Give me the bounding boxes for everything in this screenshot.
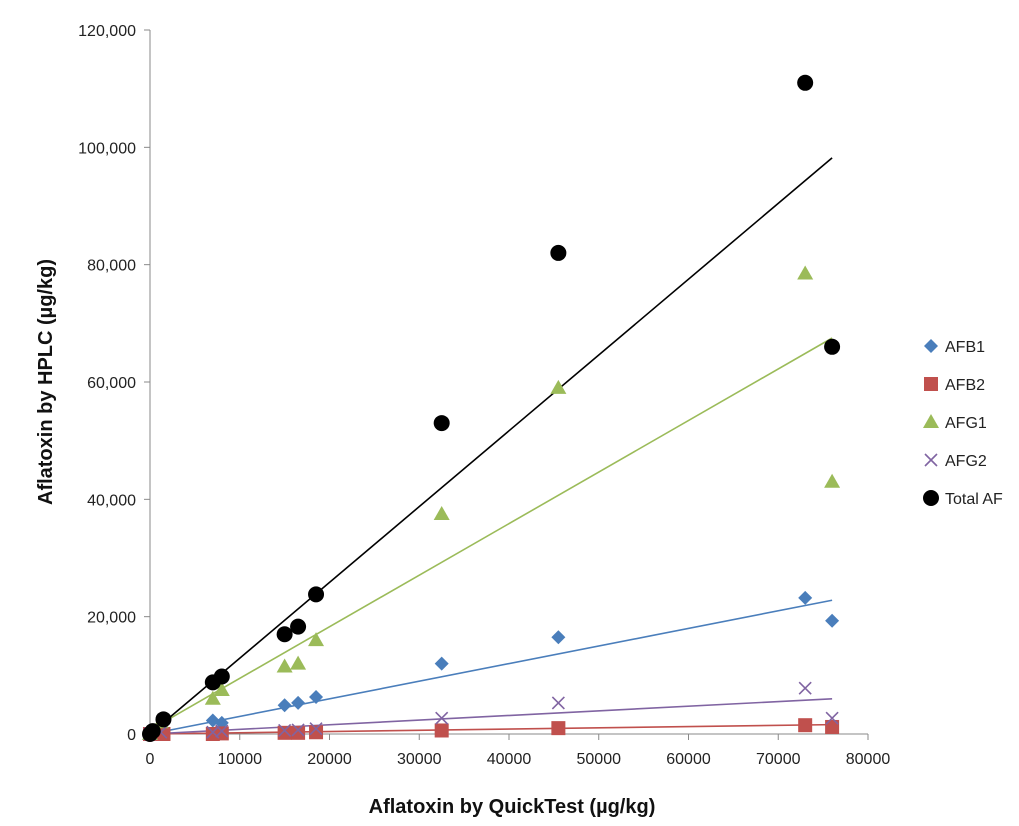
x-tick-label: 20000 xyxy=(307,751,352,768)
y-tick-label: 80,000 xyxy=(87,258,136,275)
x-tick-label: 10000 xyxy=(218,751,263,768)
legend-item-afg2: AFG2 xyxy=(924,453,987,470)
x-ticks: 0 10000 20000 30000 40000 50000 60000 70000 8000… xyxy=(146,734,891,768)
afg1-point xyxy=(433,506,450,520)
x-tick-label: 60000 xyxy=(666,751,711,768)
total-af-point xyxy=(290,618,307,635)
afb1-trendline xyxy=(149,599,833,735)
afb2-trendline xyxy=(149,723,833,735)
afg1-point xyxy=(204,690,221,705)
afg2-trendline xyxy=(149,698,833,735)
y-axis-title: Aflatoxin by HPLC (µg/kg) xyxy=(35,259,57,505)
legend-label: AFG2 xyxy=(945,453,987,470)
afg2-point xyxy=(215,724,229,738)
afg1-series xyxy=(142,265,841,740)
x-tick-label: 50000 xyxy=(577,751,622,768)
total-af-point xyxy=(155,711,172,728)
afb1-point xyxy=(309,690,324,705)
legend-marker-afg2 xyxy=(924,453,938,467)
legend: AFB1 AFB2 AFG1 AFG2 Total AF xyxy=(923,339,1003,508)
y-tick-label: 0 xyxy=(127,727,136,744)
legend-label: AFB1 xyxy=(945,339,985,356)
afb1-point xyxy=(825,613,840,628)
legend-marker-afb1 xyxy=(924,339,938,353)
afg1-point xyxy=(797,265,814,280)
axes-group: 0 10000 20000 30000 40000 50000 60000 70000 8000… xyxy=(78,23,890,768)
afg1-point xyxy=(308,632,325,647)
total-af-point xyxy=(276,626,293,643)
y-tick-label: 40,000 xyxy=(87,492,136,509)
afg1-point xyxy=(824,473,841,488)
y-ticks: 0 20,000 40,000 60,000 80,000 100,000 120,000 xyxy=(78,23,150,744)
afb2-point xyxy=(277,725,292,740)
afg2-point xyxy=(435,711,449,725)
total-af-series xyxy=(142,74,841,742)
x-tick-label: 70000 xyxy=(756,751,801,768)
x-axis-title: Aflatoxin by QuickTest (µg/kg) xyxy=(369,796,656,818)
afb2-point xyxy=(798,718,813,733)
x-tick-label: 30000 xyxy=(397,751,442,768)
afg2-point xyxy=(798,681,812,695)
total-af-point xyxy=(144,723,161,740)
y-tick-label: 100,000 xyxy=(78,140,136,157)
afg1-point xyxy=(550,379,567,394)
afb2-point xyxy=(825,719,840,734)
afb1-point xyxy=(277,698,292,713)
total-af-point xyxy=(308,586,325,603)
legend-marker-afg1 xyxy=(923,414,939,428)
afg2-point xyxy=(278,723,292,738)
afg2-point xyxy=(825,711,839,725)
total-af-point xyxy=(797,74,814,91)
afg2-point xyxy=(551,696,565,710)
y-tick-label: 20,000 xyxy=(87,610,136,627)
total-af-point xyxy=(433,415,450,432)
afg1-point xyxy=(276,658,293,673)
afb1-point xyxy=(291,695,306,710)
legend-marker-afb2 xyxy=(924,377,938,391)
y-tick-label: 60,000 xyxy=(87,375,136,392)
afb1-point xyxy=(551,630,566,645)
markers-group xyxy=(142,74,841,742)
y-tick-label: 120,000 xyxy=(78,23,136,40)
trendlines-group xyxy=(149,157,833,735)
legend-item-afb1: AFB1 xyxy=(924,339,985,356)
total-af-point xyxy=(213,668,230,685)
afg1-point xyxy=(290,655,307,670)
legend-label: AFG1 xyxy=(945,415,987,432)
legend-item-total-af: Total AF xyxy=(923,490,1003,508)
legend-label: Total AF xyxy=(945,491,1003,508)
x-tick-label: 0 xyxy=(146,751,155,768)
afg1-point xyxy=(213,682,230,696)
total-af-point xyxy=(824,338,841,355)
x-tick-label: 40000 xyxy=(487,751,532,768)
total-af-trendline xyxy=(149,157,833,735)
afg2-series xyxy=(143,681,839,741)
afb2-point xyxy=(291,725,306,740)
legend-item-afg1: AFG1 xyxy=(923,414,987,432)
afg2-point xyxy=(291,723,305,737)
legend-marker-total-af xyxy=(923,490,939,506)
x-tick-label: 80000 xyxy=(846,751,891,768)
total-af-point xyxy=(550,244,567,261)
afb1-series xyxy=(143,590,840,741)
legend-item-afb2: AFB2 xyxy=(924,377,985,394)
afg2-point xyxy=(309,722,323,736)
afb1-point xyxy=(798,590,813,605)
afb2-point xyxy=(551,721,566,736)
afb2-point xyxy=(309,725,324,740)
afb1-point xyxy=(434,656,449,671)
afb2-point xyxy=(434,723,449,738)
afg1-trendline xyxy=(149,337,833,731)
legend-label: AFB2 xyxy=(945,377,985,394)
